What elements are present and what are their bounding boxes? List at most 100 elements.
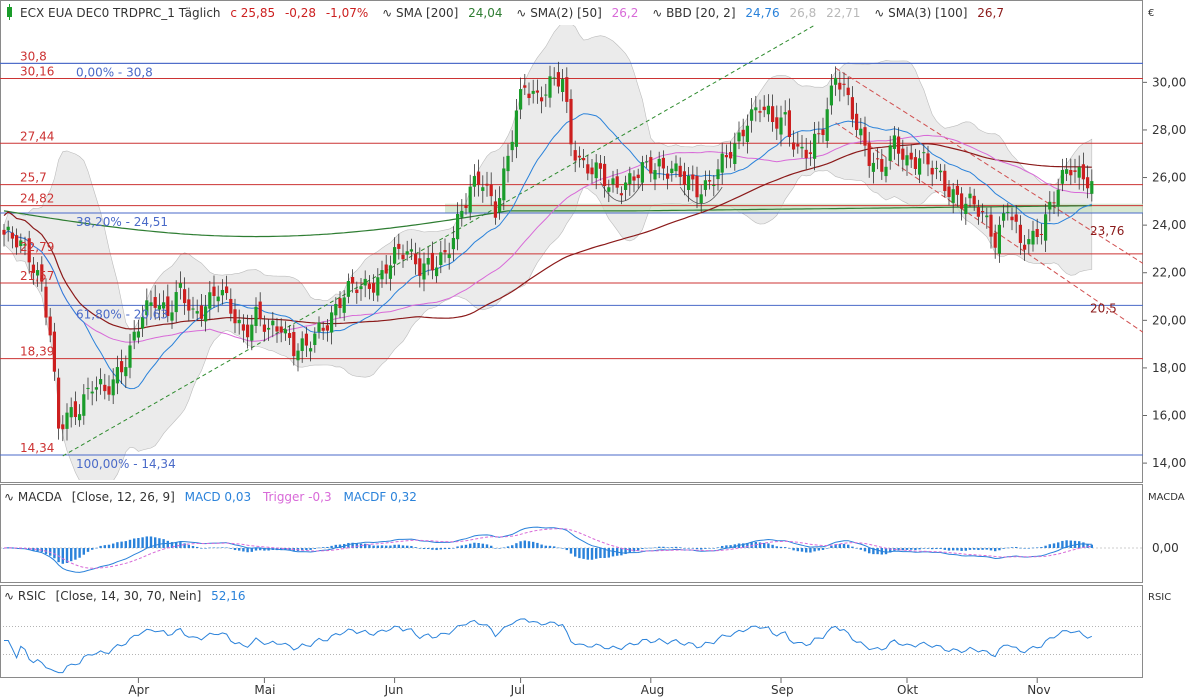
macd-histogram-bar (309, 548, 311, 550)
candle-body (746, 126, 749, 142)
candle-body (884, 167, 887, 176)
candle-body (910, 153, 913, 160)
macd-histogram-bar (330, 546, 332, 548)
macd-histogram-bar (200, 548, 202, 549)
candle-body (897, 137, 900, 154)
candle-body (771, 106, 774, 122)
candle-body (418, 258, 421, 276)
candle-body (15, 235, 18, 247)
sma100-label[interactable]: SMA(3) [100] (888, 6, 967, 20)
macd-histogram-bar (965, 548, 967, 551)
candle-body (586, 164, 589, 173)
macd-value: MACD 0,03 (185, 490, 252, 504)
candle-body (301, 338, 304, 351)
macd-histogram-bar (183, 543, 185, 548)
macd-histogram-bar (1061, 541, 1063, 548)
candle-body (838, 83, 841, 90)
y-tick-label: 20,00 (1152, 313, 1186, 327)
candle-body (716, 169, 719, 179)
macd-histogram-bar (969, 548, 971, 550)
candle-body (469, 187, 472, 213)
sma200-label[interactable]: SMA [200] (396, 6, 458, 20)
macd-histogram-bar (511, 545, 513, 548)
candle-body (834, 78, 837, 85)
candle-body (397, 244, 400, 249)
macd-histogram-bar (620, 548, 622, 555)
candle-body (779, 118, 782, 135)
candle-body (855, 114, 858, 130)
candle-body (288, 333, 291, 338)
candle-body (355, 290, 358, 293)
y-tick-label: 24,00 (1152, 218, 1186, 232)
candle-body (372, 283, 375, 293)
macd-histogram-bar (902, 548, 904, 550)
candle-body (1010, 217, 1013, 221)
y-tick-label: 22,00 (1152, 266, 1186, 280)
candle-body (863, 127, 866, 145)
instrument-title[interactable]: ECX EUA DEC0 TRDPRC_1 Täglich (20, 6, 221, 20)
candle-body (737, 132, 740, 141)
macd-histogram-bar (158, 538, 160, 548)
candle-body (611, 178, 614, 184)
bbd-label[interactable]: BBD [20, 2] (666, 6, 735, 20)
macd-histogram-bar (486, 544, 488, 548)
candle-body (532, 91, 535, 94)
macd-histogram-bar (658, 547, 660, 548)
candle-body (338, 298, 341, 308)
candle-body (334, 304, 337, 315)
macd-name[interactable]: MACDA (18, 490, 63, 504)
candle-body (943, 171, 946, 191)
level-label: 22,79 (20, 240, 54, 254)
change-value: -0,28 (285, 6, 316, 20)
candle-body (464, 205, 467, 208)
candle-body (725, 155, 728, 157)
macd-histogram-bar (469, 544, 471, 548)
candle-body (254, 307, 257, 326)
macd-histogram-bar (74, 548, 76, 560)
candle-body (191, 308, 194, 309)
macd-histogram-bar (1070, 541, 1072, 548)
macd-histogram-bar (419, 548, 421, 549)
candle-body (905, 155, 908, 165)
candle-body (506, 156, 509, 171)
candle-body (800, 147, 803, 149)
macd-histogram-bar (792, 548, 794, 550)
macd-histogram-bar (914, 548, 916, 550)
level-label: 30,16 (20, 65, 54, 79)
macd-histogram-bar (986, 548, 988, 550)
macd-histogram-bar (524, 541, 526, 548)
macd-histogram-bar (314, 548, 316, 549)
candle-body (637, 175, 640, 178)
macd-histogram-bar (125, 541, 127, 548)
candle-body (225, 286, 228, 293)
candle-body (758, 111, 761, 113)
bbd-icon: ∿ (652, 6, 662, 20)
candle-body (149, 302, 152, 305)
y-tick-label: 18,00 (1152, 361, 1186, 375)
candle-body (406, 251, 409, 254)
candle-body (645, 161, 648, 162)
candle-body (985, 216, 988, 218)
macd-histogram-bar (1057, 542, 1059, 548)
sma50-label[interactable]: SMA(2) [50] (530, 6, 602, 20)
macd-histogram-bar (666, 547, 668, 548)
y-tick-label: 16,00 (1152, 409, 1186, 423)
candle-body (511, 142, 514, 150)
candle-body (998, 225, 1001, 254)
macd-histogram-bar (461, 545, 463, 548)
level-label: 25,7 (20, 171, 47, 185)
macd-histogram-bar (112, 544, 114, 548)
rsi-name[interactable]: RSIC (18, 589, 46, 603)
macd-histogram-bar (318, 548, 320, 549)
candle-body (981, 211, 984, 212)
macd-histogram-bar (650, 548, 652, 549)
candle-body (343, 297, 346, 312)
candle-body (183, 289, 186, 303)
macd-histogram-bar (587, 548, 589, 560)
candle-body (1044, 214, 1047, 240)
candle-body (548, 76, 551, 97)
candle-body (1078, 167, 1081, 178)
macd-histogram-bar (700, 548, 702, 549)
macd-histogram-bar (234, 548, 236, 550)
candle-body (502, 168, 505, 200)
